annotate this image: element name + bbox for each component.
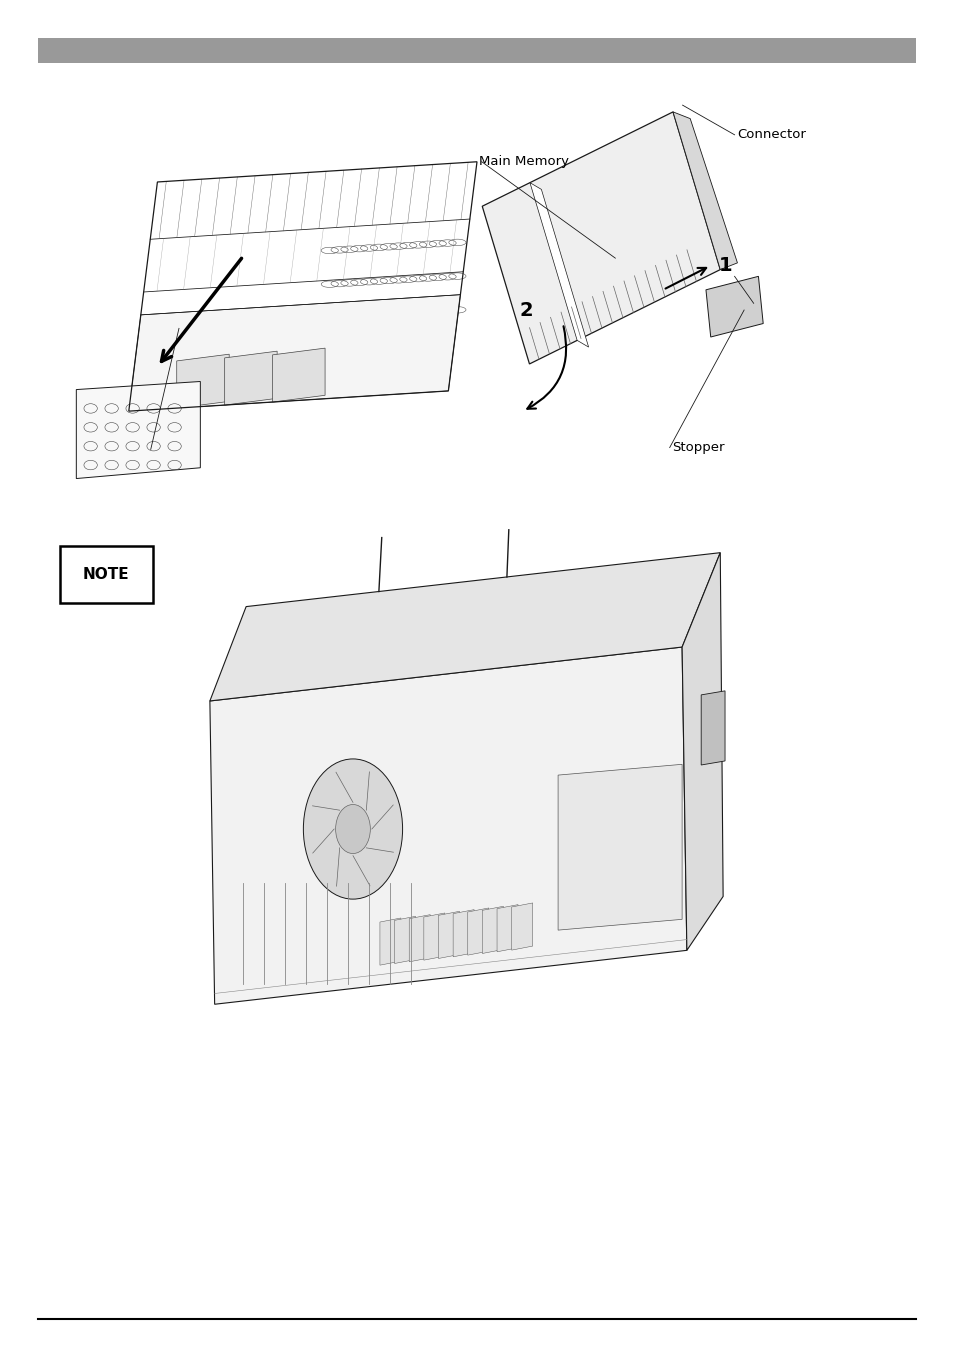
Circle shape — [335, 805, 370, 853]
Polygon shape — [681, 553, 722, 950]
Polygon shape — [482, 112, 720, 364]
Polygon shape — [129, 295, 460, 411]
Polygon shape — [423, 913, 444, 960]
Polygon shape — [511, 903, 532, 950]
Polygon shape — [558, 764, 681, 930]
Polygon shape — [705, 276, 762, 337]
Polygon shape — [273, 348, 325, 402]
Polygon shape — [210, 647, 686, 1004]
Polygon shape — [210, 553, 720, 701]
Polygon shape — [409, 915, 430, 962]
Polygon shape — [453, 910, 474, 957]
Circle shape — [303, 759, 402, 899]
Polygon shape — [467, 909, 488, 956]
FancyBboxPatch shape — [60, 546, 152, 603]
Polygon shape — [379, 918, 400, 965]
Polygon shape — [482, 906, 503, 953]
Polygon shape — [176, 355, 229, 408]
Text: Connector: Connector — [737, 128, 805, 142]
Polygon shape — [700, 690, 724, 766]
FancyBboxPatch shape — [38, 38, 915, 62]
Polygon shape — [438, 911, 459, 958]
Text: 1: 1 — [718, 256, 731, 275]
Polygon shape — [76, 381, 200, 479]
Text: Stopper: Stopper — [672, 441, 724, 454]
Polygon shape — [225, 350, 276, 404]
Polygon shape — [530, 182, 588, 346]
Text: 2: 2 — [519, 301, 533, 319]
Text: Main Memory: Main Memory — [478, 155, 568, 168]
Polygon shape — [497, 905, 517, 952]
Polygon shape — [672, 112, 737, 270]
Text: NOTE: NOTE — [83, 566, 130, 582]
Polygon shape — [395, 917, 416, 964]
